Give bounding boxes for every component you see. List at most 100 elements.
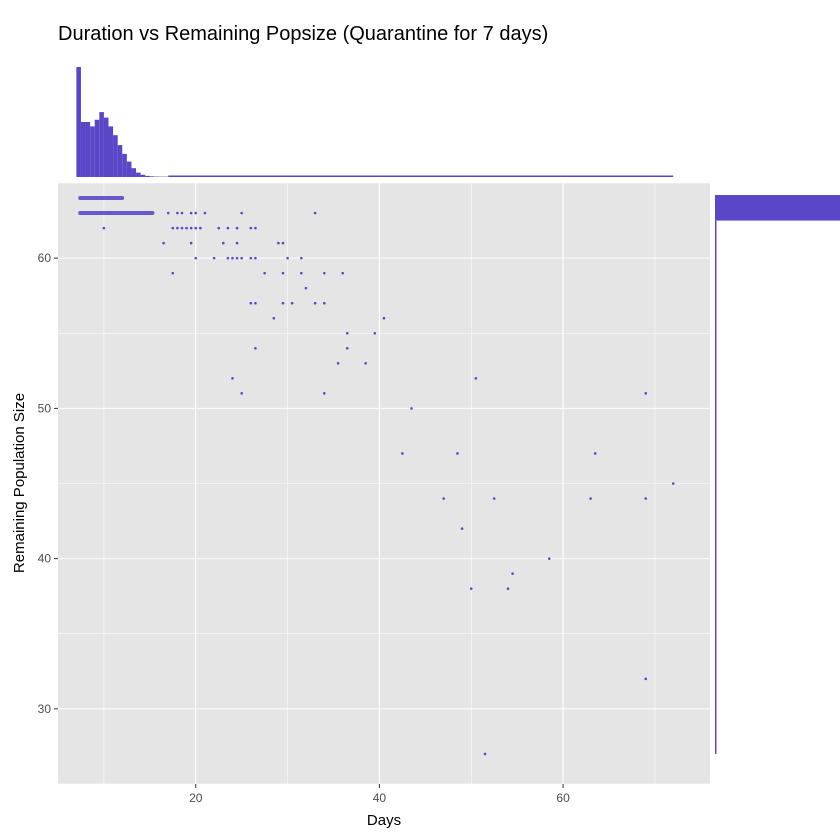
data-point: [589, 497, 592, 500]
data-point: [166, 211, 170, 215]
data-point: [249, 256, 253, 260]
dense-point-rows: [78, 196, 155, 216]
dense-point-row: [78, 211, 155, 216]
top-histogram-bar: [149, 176, 155, 177]
data-point: [286, 256, 289, 260]
top-histogram-bar: [113, 135, 118, 177]
data-point: [231, 256, 234, 260]
x-tick-label: 40: [373, 791, 387, 805]
data-point: [460, 527, 464, 530]
data-point: [194, 211, 198, 215]
data-point: [323, 392, 326, 395]
top-histogram-bar: [122, 153, 127, 177]
data-point: [410, 407, 413, 410]
data-point: [212, 256, 216, 260]
x-axis-ticks: 20 40 60: [189, 784, 570, 805]
top-histogram-bar: [94, 119, 100, 177]
data-point: [240, 211, 243, 215]
data-point: [323, 301, 326, 305]
data-point: [373, 331, 377, 335]
data-point: [483, 752, 487, 756]
data-point: [189, 226, 193, 230]
top-marginal-histogram: [76, 67, 674, 177]
data-point: [189, 211, 193, 215]
top-histogram-bar: [80, 122, 86, 177]
x-tick-label: 60: [556, 791, 570, 805]
data-point: [189, 241, 193, 245]
data-point: [382, 316, 386, 320]
top-histogram-bar: [140, 174, 146, 177]
top-histogram-bar: [131, 168, 137, 177]
data-point: [180, 211, 184, 215]
chart-title: Duration vs Remaining Popsize (Quarantin…: [58, 23, 548, 45]
top-histogram-bar: [108, 126, 114, 177]
data-point: [341, 271, 344, 275]
data-point: [254, 256, 257, 260]
data-point: [254, 346, 257, 350]
data-point: [281, 271, 285, 275]
data-point: [263, 271, 266, 275]
data-point: [511, 572, 514, 575]
data-point: [313, 211, 317, 215]
data-point: [199, 226, 202, 230]
data-point: [644, 392, 648, 395]
data-point: [593, 452, 597, 455]
data-point: [474, 377, 478, 380]
data-point: [221, 241, 225, 245]
top-histogram-bar: [85, 122, 91, 177]
top-histogram-bar: [76, 67, 81, 177]
data-point: [304, 286, 308, 290]
y-tick-label: 60: [38, 251, 52, 265]
top-histogram-bar: [126, 161, 132, 177]
data-point: [644, 497, 648, 500]
grid-lines: [58, 182, 710, 785]
data-point: [194, 226, 198, 230]
data-point: [226, 256, 230, 260]
data-point: [281, 241, 285, 245]
data-point: [281, 301, 285, 305]
data-point: [492, 497, 496, 500]
data-point: [456, 452, 459, 455]
top-histogram-bar: [99, 112, 104, 177]
data-point: [162, 241, 165, 245]
data-point: [401, 452, 404, 455]
data-point: [102, 226, 106, 230]
x-axis-title: Days: [367, 812, 401, 829]
y-tick-label: 50: [38, 401, 52, 415]
top-histogram-bar: [103, 117, 109, 177]
y-axis-title: Remaining Population Size: [11, 393, 28, 573]
data-point: [547, 557, 551, 560]
data-point: [300, 271, 303, 275]
data-point: [171, 226, 175, 230]
right-marginal-histogram: [715, 195, 840, 754]
right-histogram-bar: [715, 220, 717, 754]
data-point: [235, 226, 239, 230]
data-point: [217, 226, 221, 230]
data-points: [102, 211, 675, 756]
data-point: [469, 587, 473, 590]
data-point: [240, 392, 243, 395]
data-point: [249, 226, 253, 230]
data-point: [176, 226, 179, 230]
data-point: [249, 301, 253, 305]
data-point: [442, 497, 445, 500]
x-tick-label: 20: [189, 791, 203, 805]
data-point: [180, 226, 184, 230]
dense-point-row: [78, 196, 125, 201]
data-point: [336, 362, 340, 365]
y-tick-label: 40: [38, 552, 52, 566]
data-point: [313, 301, 317, 305]
data-point: [345, 346, 349, 350]
right-histogram-bar: [715, 195, 840, 221]
data-point: [323, 271, 326, 275]
data-point: [240, 256, 243, 260]
data-point: [171, 271, 175, 275]
data-point: [176, 211, 179, 215]
data-point: [254, 226, 257, 230]
data-point: [272, 316, 276, 320]
top-histogram-bar: [117, 145, 123, 177]
data-point: [300, 256, 303, 260]
data-point: [185, 226, 188, 230]
